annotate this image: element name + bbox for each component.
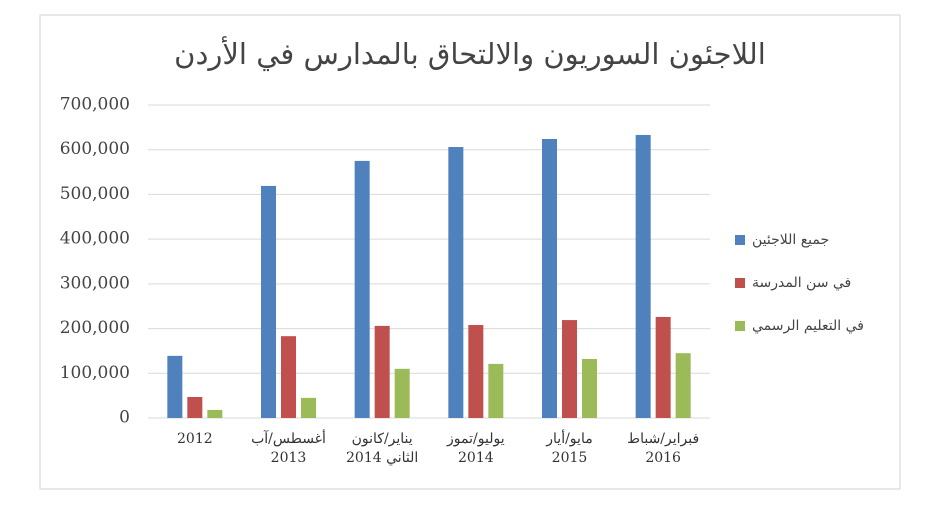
- bar: [542, 138, 557, 419]
- legend-swatch: [735, 235, 745, 245]
- bar: [354, 160, 370, 418]
- x-tick-label: يناير/كانون الثاني 2014: [346, 431, 419, 466]
- x-tick-label: أغسطس/آب 2013: [251, 431, 326, 466]
- bar: [261, 185, 276, 418]
- bar: [655, 316, 671, 418]
- bar: [394, 368, 410, 418]
- bar: [187, 396, 203, 418]
- y-tick-label: 0: [119, 408, 130, 428]
- bar: [562, 320, 577, 418]
- y-tick-label: 300,000: [60, 273, 130, 293]
- bar: [301, 397, 316, 418]
- legend-label: في التعليم الرسمي: [752, 318, 864, 334]
- bar: [374, 325, 390, 418]
- y-tick-label: 400,000: [60, 229, 130, 249]
- y-tick-label: 500,000: [60, 184, 130, 204]
- bar: [488, 363, 504, 418]
- bar: [635, 134, 651, 419]
- bar: [675, 353, 691, 418]
- bar: [207, 409, 223, 418]
- bar: [582, 358, 597, 418]
- x-tick-label: مايو/أيار 2015: [546, 431, 593, 466]
- y-tick-label: 600,000: [60, 139, 130, 159]
- bar: [448, 147, 464, 418]
- bar: [281, 336, 296, 418]
- y-tick-label: 700,000: [60, 95, 130, 115]
- chart-title: اللاجئون السوريون والالتحاق بالمدارس في …: [174, 35, 766, 72]
- x-tick-label: فبراير/شباط 2016: [627, 431, 700, 466]
- y-tick-label: 200,000: [60, 318, 130, 338]
- legend-swatch: [735, 321, 745, 331]
- legend-label: جميع اللاجئين: [752, 232, 829, 248]
- legend-label: في سن المدرسة: [752, 275, 851, 291]
- bar: [167, 355, 183, 418]
- legend-swatch: [735, 278, 745, 288]
- y-tick-label: 100,000: [60, 363, 130, 383]
- x-tick-label: يوليو/تموز 2014: [447, 431, 505, 466]
- x-tick-label: 2012: [177, 431, 213, 447]
- bar: [468, 324, 484, 418]
